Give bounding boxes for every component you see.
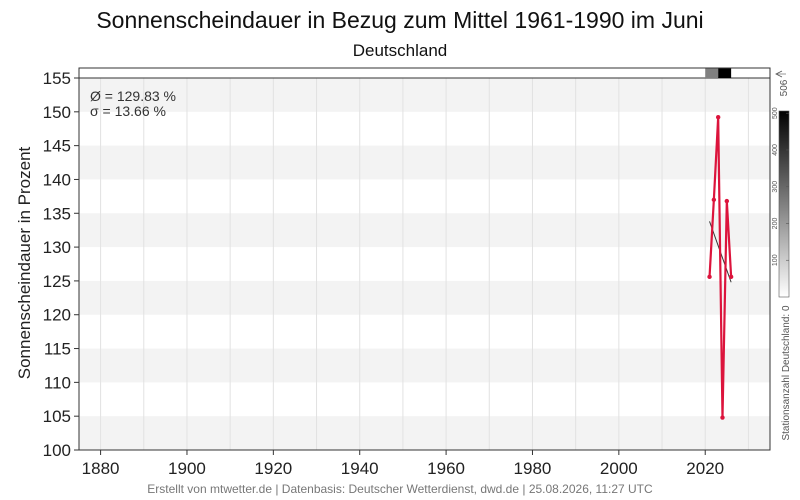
grid-band [79, 78, 770, 112]
y-tick-label: 145 [43, 137, 71, 156]
station-strip-frame [78, 67, 771, 79]
y-tick-label: 155 [43, 69, 71, 88]
x-tick-label: 1920 [254, 459, 292, 478]
x-axis-ticks: 1880 1900 1920 1940 1960 1980 2000 2020 [82, 450, 724, 478]
data-point [724, 198, 730, 204]
colorbar-label: Stationsanzahl Deutschland: 0 [781, 305, 792, 441]
data-series [707, 115, 734, 420]
y-tick-label: 100 [43, 441, 71, 460]
y-tick-label: 105 [43, 407, 71, 426]
colorbar-tick-label: 300 [772, 181, 779, 193]
vertical-gridlines [100, 78, 749, 450]
footer-credit: Erstellt von mtwetter.de | Datenbasis: D… [147, 482, 653, 496]
y-tick-label: 135 [43, 204, 71, 223]
chart-subtitle: Deutschland [353, 41, 448, 60]
x-tick-label: 1940 [341, 459, 379, 478]
y-tick-label: 140 [43, 170, 71, 189]
y-axis-label: Sonnenscheindauer in Prozent [15, 146, 34, 379]
colorbar-max-label: 506 [779, 79, 790, 96]
plot-frame [78, 77, 771, 451]
colorbar-tick-label: 400 [772, 144, 779, 156]
colorbar-tick-label: 200 [772, 218, 779, 230]
grid-band [79, 280, 770, 315]
y-tick-label: 150 [43, 103, 71, 122]
station-count-strip [78, 67, 771, 79]
stat-sd: σ = 13.66 % [90, 103, 166, 119]
y-tick-label: 125 [43, 272, 71, 291]
grid-band [79, 348, 770, 383]
x-tick-label: 1880 [82, 459, 120, 478]
colorbar-tick-label: 500 [772, 107, 779, 119]
station-colorbar: 100 200 300 400 500 506 Stationsanzahl Deutsch… [772, 70, 792, 441]
y-tick-label: 130 [43, 238, 71, 257]
y-tick-label: 120 [43, 306, 71, 325]
colorbar-tick-label: 100 [772, 254, 779, 266]
x-tick-label: 1980 [514, 459, 552, 478]
series-line [708, 116, 733, 419]
grid-band [79, 145, 770, 180]
data-point [715, 115, 721, 120]
y-tick-label: 110 [44, 373, 71, 392]
stat-mean: Ø = 129.83 % [90, 88, 176, 104]
data-point [711, 197, 717, 202]
station-strip-segment [705, 68, 719, 78]
y-tick-label: 115 [44, 340, 71, 359]
grid-bands [79, 78, 770, 450]
x-tick-label: 1960 [427, 459, 465, 478]
colorbar-scale [778, 110, 790, 298]
grid-band [79, 416, 770, 450]
data-point [720, 415, 725, 420]
data-point [728, 274, 734, 280]
data-point [707, 274, 712, 280]
x-tick-label: 2000 [600, 459, 638, 478]
chart-title: Sonnenscheindauer in Bezug zum Mittel 19… [96, 7, 703, 33]
x-tick-label: 2020 [686, 459, 724, 478]
station-strip-segment [718, 68, 732, 78]
x-tick-label: 1900 [168, 459, 206, 478]
y-axis-ticks: 100 105 110 115 120 125 130 135 140 145 150 155 [43, 69, 79, 460]
grid-band [79, 213, 770, 248]
